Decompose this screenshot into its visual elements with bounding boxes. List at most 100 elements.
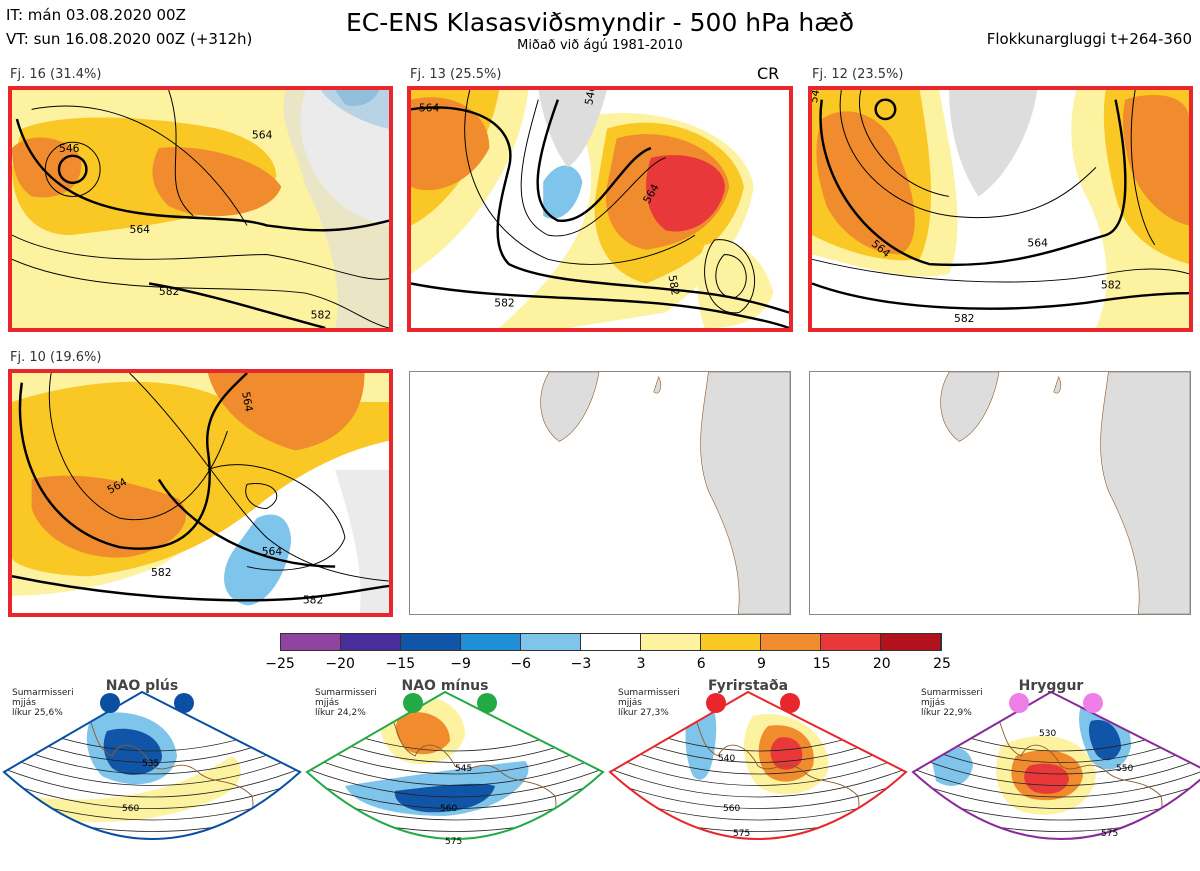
contour-label: 582 <box>1101 278 1122 291</box>
contour-label: 564 <box>262 545 283 558</box>
panel-label-1: Fj. 16 (31.4%) <box>10 67 102 82</box>
regime-marker-dot <box>706 693 726 713</box>
regime-name: NAO plús <box>105 678 179 694</box>
colorbar-tick-label: −20 <box>325 656 355 672</box>
anomaly-region <box>395 712 450 755</box>
anomaly-region <box>1024 763 1069 794</box>
regime-schematic: 545 560 575 <box>305 690 605 847</box>
cluster-map-1: 546 564 564 582 582 <box>12 90 389 328</box>
regime-contour-label: 575 <box>733 829 750 839</box>
colorbar-segment <box>461 634 521 650</box>
anomaly-region <box>103 728 162 775</box>
cluster-map-4: 564 564 582 582 564 <box>12 373 389 613</box>
regime-info-line: líkur 24,2% <box>315 708 366 718</box>
contour-label: 564 <box>239 391 255 413</box>
cluster-map-3: 564 564 582 582 546 <box>812 90 1189 328</box>
anomaly-region <box>1088 720 1121 761</box>
regime-info-line: líkur 22,9% <box>921 708 972 718</box>
page-title: EC-ENS Klasasviðsmyndir - 500 hPa hæð <box>345 8 855 37</box>
classification-window: Flokkunargluggi t+264-360 <box>986 30 1192 48</box>
regime-info: Sumarmisseri mjjás líkur 25,6% <box>12 688 74 718</box>
colorbar-tick-label: −3 <box>570 656 592 672</box>
regime-panel-3: 540 560 575 Fyrirstaða Sumarmisseri mjjás líku… <box>608 676 908 871</box>
init-time: IT: mán 03.08.2020 00Z <box>6 6 186 24</box>
anomaly-region <box>394 783 495 813</box>
contour-label: 546 <box>812 90 823 104</box>
contour-label: 582 <box>159 285 180 298</box>
contour-label: 582 <box>311 308 332 321</box>
regime-info: Sumarmisseri mjjás líkur 27,3% <box>618 688 680 718</box>
regime-marker-dot <box>1009 693 1029 713</box>
control-run-tag: CR <box>757 64 780 83</box>
contour-label: 564 <box>1027 237 1048 250</box>
regime-info-line: mjjás <box>618 698 642 708</box>
panel-label-2: Fj. 13 (25.5%) <box>410 67 502 82</box>
regime-schematic: 535 560 <box>2 690 302 840</box>
valid-time: VT: sun 16.08.2020 00Z (+312h) <box>6 30 253 48</box>
contour-label: 564 <box>252 128 273 141</box>
colorbar-segment <box>821 634 881 650</box>
contour-label: 564 <box>130 223 151 236</box>
colorbar-segment <box>401 634 461 650</box>
panel-label-3: Fj. 12 (23.5%) <box>812 67 904 82</box>
regime-marker-dot <box>403 693 423 713</box>
regime-contour-label: 530 <box>1039 729 1056 739</box>
empty-map-panel-2 <box>809 371 1191 615</box>
colorbar-tick-label: 9 <box>756 656 766 672</box>
regime-marker-dot <box>174 693 194 713</box>
regime-schematic: 540 560 575 <box>608 690 908 840</box>
contour-label: 582 <box>494 297 515 310</box>
contour-label: 582 <box>954 312 975 325</box>
colorbar-segment <box>341 634 401 650</box>
empty-map-panel-1 <box>409 371 791 615</box>
regime-info-line: Sumarmisseri <box>921 688 983 698</box>
colorbar-tick-label: 6 <box>696 656 706 672</box>
regime-contour-label: 575 <box>1101 829 1118 839</box>
colorbar-segment <box>581 634 641 650</box>
regime-name: NAO mínus <box>401 678 489 694</box>
contour-label: 582 <box>151 566 172 579</box>
colorbar-tick-label: −15 <box>385 656 416 672</box>
regime-marker-dot <box>1083 693 1103 713</box>
regime-panel-4: 530 550 575 Hryggur Sumarmisseri mjjás líkur 2… <box>911 676 1200 871</box>
colorbar-tick-label: 20 <box>872 656 891 672</box>
regime-info-line: mjjás <box>315 698 339 708</box>
colorbar-segment <box>761 634 821 650</box>
anomaly-region <box>32 756 241 822</box>
regime-marker-dot <box>477 693 497 713</box>
regime-contour-label: 560 <box>122 804 139 814</box>
cluster-map-panel-1[interactable]: 546 564 564 582 582 <box>8 86 393 332</box>
colorbar-tick-label: −6 <box>510 656 532 672</box>
regime-contour-label: 545 <box>455 764 472 774</box>
colorbar-tick-label: 25 <box>933 656 951 672</box>
colorbar-segment <box>881 634 941 650</box>
colorbar-segment <box>701 634 761 650</box>
regime-contour-label: 560 <box>723 804 740 814</box>
colorbar-tick-label: −25 <box>265 656 295 672</box>
page-subtitle: Miðað við ágú 1981-2010 <box>517 38 683 53</box>
contour-label: 546 <box>59 142 80 155</box>
colorbar <box>280 633 942 651</box>
cluster-map-panel-2[interactable]: 564 564 582 582 546 <box>407 86 793 332</box>
cluster-map-panel-4[interactable]: 564 564 582 582 564 <box>8 369 393 617</box>
regime-info-line: mjjás <box>12 698 36 708</box>
regime-info: Sumarmisseri mjjás líkur 22,9% <box>921 688 983 718</box>
anomaly-region <box>931 747 973 786</box>
contour-label: 582 <box>666 274 682 296</box>
regime-panel-1: 535 560 NAO plús Sumarmisseri mjjás líkur 25,… <box>2 676 302 871</box>
colorbar-segment <box>641 634 701 650</box>
regime-info-line: mjjás <box>921 698 945 708</box>
regime-contour-label: 560 <box>440 804 457 814</box>
regime-name: Hryggur <box>1018 678 1084 694</box>
regime-info: Sumarmisseri mjjás líkur 24,2% <box>315 688 377 718</box>
regime-contour-label: 575 <box>445 837 462 847</box>
cluster-map-panel-3[interactable]: 564 564 582 582 546 <box>808 86 1193 332</box>
regime-marker-dot <box>780 693 800 713</box>
regime-info-line: Sumarmisseri <box>315 688 377 698</box>
regime-info-line: Sumarmisseri <box>618 688 680 698</box>
panel-label-4: Fj. 10 (19.6%) <box>10 350 102 365</box>
regime-info-line: líkur 27,3% <box>618 708 669 718</box>
colorbar-tick-label: 3 <box>636 656 646 672</box>
contour-label: 582 <box>303 593 324 606</box>
cluster-map-2: 564 564 582 582 546 <box>411 90 789 328</box>
